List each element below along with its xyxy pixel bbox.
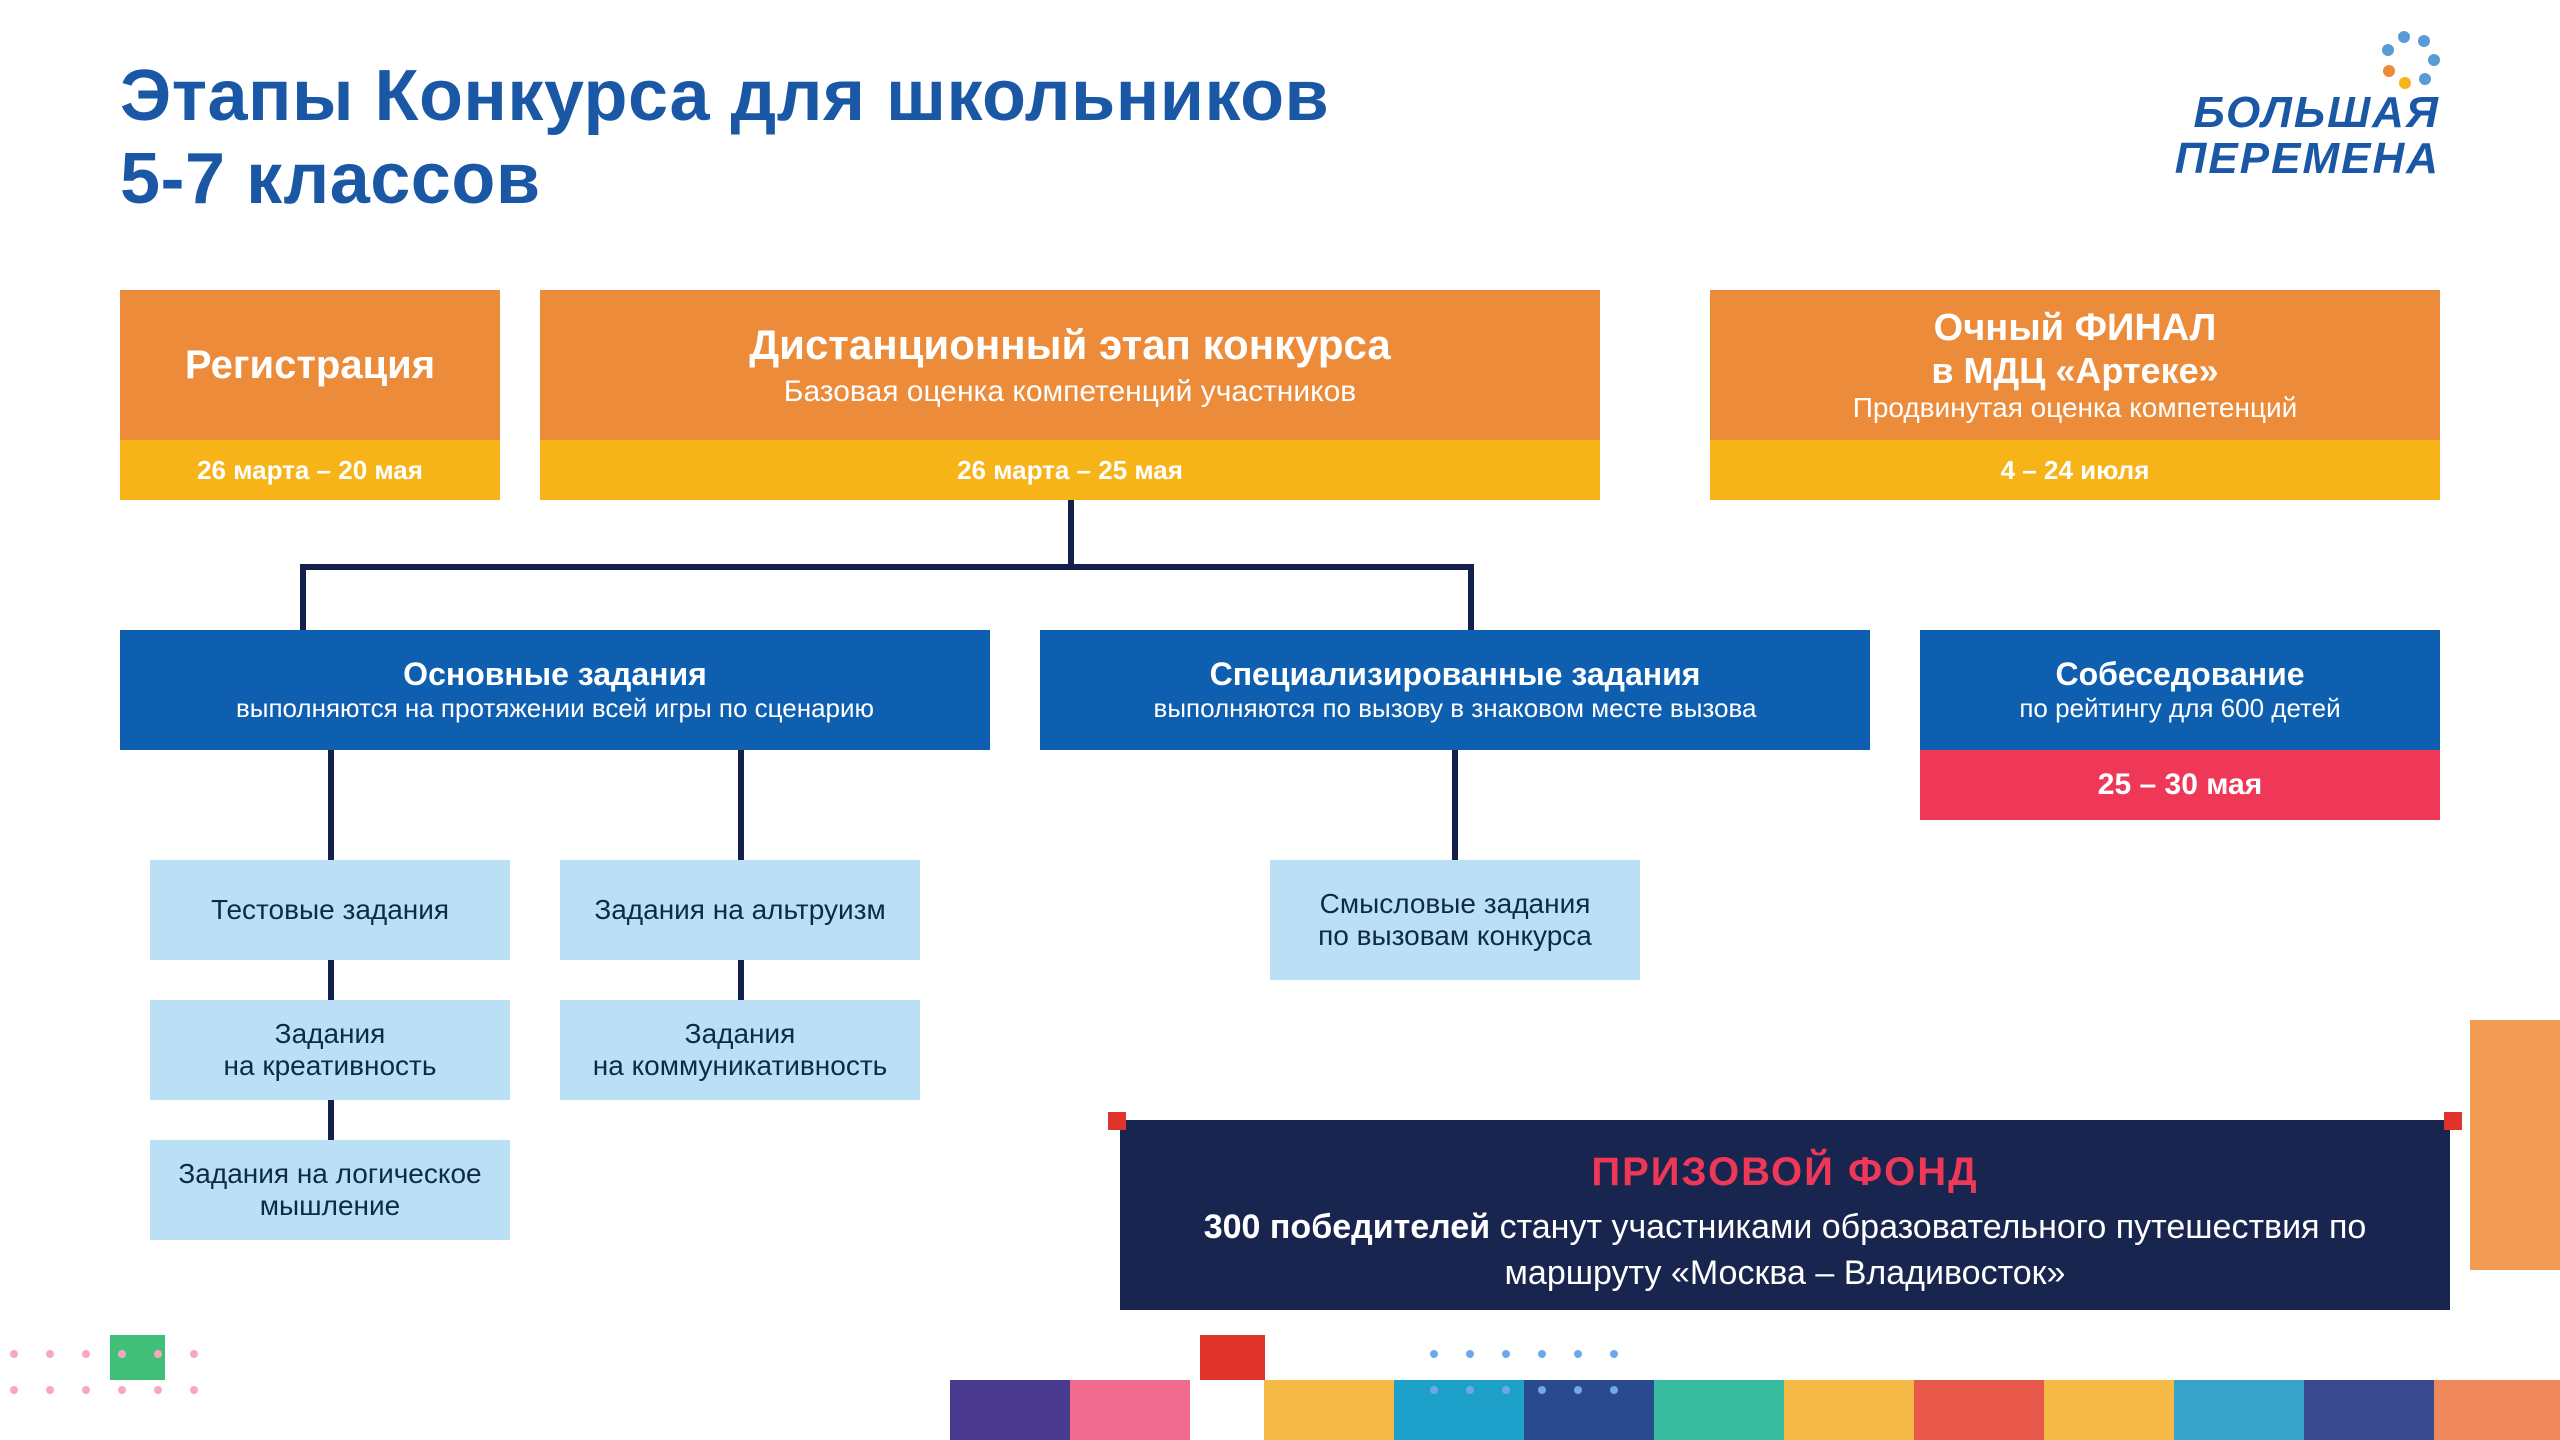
- footer-square: [1264, 1380, 1394, 1440]
- leaf-logic-tasks: Задания на логическое мышление: [150, 1140, 510, 1240]
- leaf-creativity-tasks: Задания на креативность: [150, 1000, 510, 1100]
- leaf-test-tasks: Тестовые задания: [150, 860, 510, 960]
- leaf-communication-tasks: Задания на коммуникативность: [560, 1000, 920, 1100]
- branch-interview: Собеседование по рейтингу для 600 детей: [1920, 630, 2440, 750]
- stage-registration-title: Регистрация: [120, 343, 500, 388]
- footer-square: [1070, 1380, 1190, 1440]
- prize-rest: станут участниками образовательного путе…: [1490, 1208, 2366, 1292]
- dots-deco: [10, 1350, 230, 1430]
- stage-final-date: 4 – 24 июля: [1710, 440, 2440, 500]
- stage-final-sub1: в МДЦ «Артеке»: [1710, 350, 2440, 392]
- page-title: Этапы Конкурса для школьников 5-7 классо…: [120, 55, 1329, 221]
- logo-text: БОЛЬШАЯ ПЕРЕМЕНА: [2175, 90, 2440, 182]
- connector: [300, 564, 306, 630]
- logo-line-2: ПЕРЕМЕНА: [2175, 136, 2440, 182]
- footer-square: [2044, 1380, 2174, 1440]
- prize-title: ПРИЗОВОЙ ФОНД: [1160, 1150, 2410, 1195]
- connector: [328, 1100, 334, 1140]
- connector: [1452, 750, 1458, 860]
- footer-square: [1654, 1380, 1784, 1440]
- logo-dots-icon: [2380, 30, 2440, 90]
- connector: [328, 960, 334, 1000]
- connector: [738, 750, 744, 860]
- footer-small-square: [1200, 1335, 1265, 1380]
- footer-square: [2174, 1380, 2304, 1440]
- branch-main-tasks: Основные задания выполняются на протяжен…: [120, 630, 990, 750]
- stage-remote-date-text: 26 марта – 25 мая: [540, 455, 1600, 486]
- prize-box: ПРИЗОВОЙ ФОНД 300 победителей станут уча…: [1120, 1120, 2450, 1310]
- branch-interview-sub: по рейтингу для 600 детей: [1920, 693, 2440, 724]
- prize-notch: [2444, 1112, 2462, 1130]
- title-line-1: Этапы Конкурса для школьников: [120, 55, 1329, 138]
- prize-text: 300 победителей станут участниками образ…: [1160, 1205, 2410, 1297]
- stage-registration-date-text: 26 марта – 20 мая: [120, 455, 500, 486]
- footer-square: [1784, 1380, 1914, 1440]
- footer-square: [2434, 1380, 2560, 1440]
- branch-main-title: Основные задания: [120, 656, 990, 693]
- stage-remote: Дистанционный этап конкурса Базовая оцен…: [540, 290, 1600, 440]
- branch-specialized-tasks: Специализированные задания выполняются п…: [1040, 630, 1870, 750]
- footer-square: [1914, 1380, 2044, 1440]
- side-block-deco: [2470, 1020, 2560, 1270]
- branch-spec-title: Специализированные задания: [1040, 656, 1870, 693]
- prize-bold: 300 победителей: [1204, 1208, 1490, 1246]
- dots-deco: [1430, 1350, 1650, 1430]
- slide: Этапы Конкурса для школьников 5-7 классо…: [0, 0, 2560, 1440]
- stage-registration: Регистрация: [120, 290, 500, 440]
- leaf-meaning-tasks: Смысловые задания по вызовам конкурса: [1270, 860, 1640, 980]
- connector: [738, 960, 744, 1000]
- stage-final-date-text: 4 – 24 июля: [1710, 455, 2440, 486]
- stage-final-sub2: Продвинутая оценка компетенций: [1710, 392, 2440, 424]
- branch-interview-date: 25 – 30 мая: [1920, 750, 2440, 820]
- prize-notch: [1108, 1112, 1126, 1130]
- stage-remote-date: 26 марта – 25 мая: [540, 440, 1600, 500]
- stage-remote-title: Дистанционный этап конкурса: [540, 321, 1600, 369]
- branch-spec-sub: выполняются по вызову в знаковом месте в…: [1040, 693, 1870, 724]
- connector: [328, 750, 334, 860]
- branch-interview-date-text: 25 – 30 мая: [1920, 768, 2440, 802]
- connector: [300, 564, 1474, 570]
- title-line-2: 5-7 классов: [120, 138, 1329, 221]
- stage-final-title: Очный ФИНАЛ: [1710, 307, 2440, 350]
- logo-line-1: БОЛЬШАЯ: [2175, 90, 2440, 136]
- branch-main-sub: выполняются на протяжении всей игры по с…: [120, 693, 990, 724]
- branch-interview-title: Собеседование: [1920, 656, 2440, 693]
- footer-square: [2304, 1380, 2434, 1440]
- stage-registration-date: 26 марта – 20 мая: [120, 440, 500, 500]
- footer-square: [950, 1380, 1070, 1440]
- leaf-altruism-tasks: Задания на альтруизм: [560, 860, 920, 960]
- stage-remote-sub: Базовая оценка компетенций участников: [540, 375, 1600, 409]
- connector: [1068, 500, 1074, 570]
- stage-final: Очный ФИНАЛ в МДЦ «Артеке» Продвинутая о…: [1710, 290, 2440, 440]
- connector: [1468, 564, 1474, 630]
